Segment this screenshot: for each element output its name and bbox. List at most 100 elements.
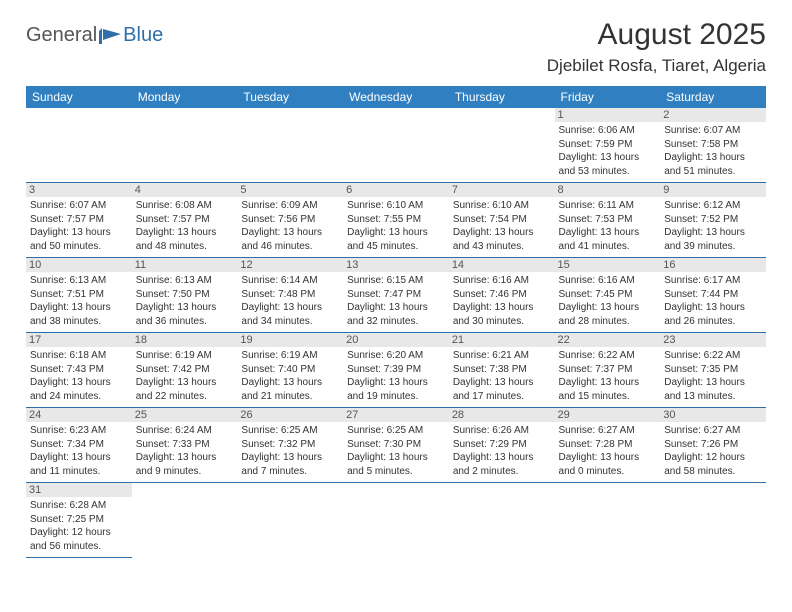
- day-number: 18: [132, 333, 238, 347]
- calendar-day-cell: [660, 483, 766, 558]
- sunrise-text: Sunrise: 6:07 AM: [664, 124, 762, 138]
- day-number: 13: [343, 258, 449, 272]
- day-number: 25: [132, 408, 238, 422]
- sunset-text: Sunset: 7:48 PM: [241, 288, 339, 302]
- sunset-text: Sunset: 7:52 PM: [664, 213, 762, 227]
- daylight-text: Daylight: 13 hours and 24 minutes.: [30, 376, 128, 403]
- sunrise-text: Sunrise: 6:27 AM: [559, 424, 657, 438]
- sunset-text: Sunset: 7:57 PM: [30, 213, 128, 227]
- calendar-day-cell: [132, 483, 238, 558]
- sunset-text: Sunset: 7:50 PM: [136, 288, 234, 302]
- calendar-day-cell: [449, 108, 555, 183]
- sunrise-text: Sunrise: 6:10 AM: [347, 199, 445, 213]
- calendar-body: 1Sunrise: 6:06 AMSunset: 7:59 PMDaylight…: [26, 108, 766, 558]
- sunset-text: Sunset: 7:55 PM: [347, 213, 445, 227]
- daylight-text: Daylight: 13 hours and 13 minutes.: [664, 376, 762, 403]
- calendar-day-cell: 22 Sunrise: 6:22 AMSunset: 7:37 PMDayligh…: [555, 333, 661, 408]
- sunset-text: Sunset: 7:46 PM: [453, 288, 551, 302]
- calendar-day-cell: [26, 108, 132, 183]
- logo-flag-icon: [99, 28, 121, 44]
- day-details: Sunrise: 6:15 AMSunset: 7:47 PMDaylight:…: [347, 274, 445, 328]
- sunset-text: Sunset: 7:56 PM: [241, 213, 339, 227]
- sunset-text: Sunset: 7:33 PM: [136, 438, 234, 452]
- sunrise-text: Sunrise: 6:25 AM: [241, 424, 339, 438]
- sunset-text: Sunset: 7:40 PM: [241, 363, 339, 377]
- sunset-text: Sunset: 7:47 PM: [347, 288, 445, 302]
- day-number: 16: [660, 258, 766, 272]
- calendar-day-cell: 31 Sunrise: 6:28 AMSunset: 7:25 PMDayligh…: [26, 483, 132, 558]
- location: Djebilet Rosfa, Tiaret, Algeria: [547, 56, 766, 76]
- day-details: Sunrise: 6:25 AMSunset: 7:30 PMDaylight:…: [347, 424, 445, 478]
- sunrise-text: Sunrise: 6:25 AM: [347, 424, 445, 438]
- weekday-header: Monday: [132, 86, 238, 108]
- daylight-text: Daylight: 13 hours and 38 minutes.: [30, 301, 128, 328]
- sunrise-text: Sunrise: 6:09 AM: [241, 199, 339, 213]
- calendar-day-cell: 17Sunrise: 6:18 AMSunset: 7:43 PMDayligh…: [26, 333, 132, 408]
- daylight-text: Daylight: 13 hours and 19 minutes.: [347, 376, 445, 403]
- day-number: 3: [26, 183, 132, 197]
- calendar-day-cell: 26Sunrise: 6:25 AMSunset: 7:32 PMDayligh…: [237, 408, 343, 483]
- calendar-day-cell: 13 Sunrise: 6:15 AMSunset: 7:47 PMDayligh…: [343, 258, 449, 333]
- calendar-day-cell: [237, 108, 343, 183]
- calendar-week-row: 17Sunrise: 6:18 AMSunset: 7:43 PMDayligh…: [26, 333, 766, 408]
- day-details: Sunrise: 6:27 AMSunset: 7:26 PMDaylight:…: [664, 424, 762, 478]
- day-number: 5: [237, 183, 343, 197]
- day-details: Sunrise: 6:22 AMSunset: 7:37 PMDaylight:…: [559, 349, 657, 403]
- day-details: Sunrise: 6:07 AMSunset: 7:57 PMDaylight:…: [30, 199, 128, 253]
- day-details: Sunrise: 6:10 AMSunset: 7:54 PMDaylight:…: [453, 199, 551, 253]
- day-details: Sunrise: 6:18 AMSunset: 7:43 PMDaylight:…: [30, 349, 128, 403]
- weekday-header: Sunday: [26, 86, 132, 108]
- daylight-text: Daylight: 13 hours and 26 minutes.: [664, 301, 762, 328]
- sunset-text: Sunset: 7:29 PM: [453, 438, 551, 452]
- calendar-day-cell: 10Sunrise: 6:13 AMSunset: 7:51 PMDayligh…: [26, 258, 132, 333]
- calendar-week-row: 10Sunrise: 6:13 AMSunset: 7:51 PMDayligh…: [26, 258, 766, 333]
- calendar-day-cell: [343, 108, 449, 183]
- header: General Blue August 2025 Djebilet Rosfa,…: [26, 18, 766, 76]
- sunset-text: Sunset: 7:39 PM: [347, 363, 445, 377]
- sunrise-text: Sunrise: 6:19 AM: [136, 349, 234, 363]
- calendar-day-cell: 19Sunrise: 6:19 AMSunset: 7:40 PMDayligh…: [237, 333, 343, 408]
- calendar-day-cell: 5 Sunrise: 6:09 AMSunset: 7:56 PMDaylight…: [237, 183, 343, 258]
- day-details: Sunrise: 6:26 AMSunset: 7:29 PMDaylight:…: [453, 424, 551, 478]
- calendar-day-cell: 12Sunrise: 6:14 AMSunset: 7:48 PMDayligh…: [237, 258, 343, 333]
- day-number: 19: [237, 333, 343, 347]
- day-number: 31: [26, 483, 132, 497]
- day-number: 24: [26, 408, 132, 422]
- calendar-day-cell: 7Sunrise: 6:10 AMSunset: 7:54 PMDaylight…: [449, 183, 555, 258]
- sunrise-text: Sunrise: 6:06 AM: [559, 124, 657, 138]
- calendar-table: Sunday Monday Tuesday Wednesday Thursday…: [26, 86, 766, 558]
- calendar-day-cell: 1Sunrise: 6:06 AMSunset: 7:59 PMDaylight…: [555, 108, 661, 183]
- sunset-text: Sunset: 7:25 PM: [30, 513, 128, 527]
- day-details: Sunrise: 6:28 AMSunset: 7:25 PMDaylight:…: [30, 499, 128, 553]
- day-details: Sunrise: 6:10 AMSunset: 7:55 PMDaylight:…: [347, 199, 445, 253]
- calendar-day-cell: [343, 483, 449, 558]
- daylight-text: Daylight: 12 hours and 56 minutes.: [30, 526, 128, 553]
- day-number: 4: [132, 183, 238, 197]
- calendar-week-row: 31 Sunrise: 6:28 AMSunset: 7:25 PMDayligh…: [26, 483, 766, 558]
- day-number: 9: [660, 183, 766, 197]
- sunrise-text: Sunrise: 6:10 AM: [453, 199, 551, 213]
- sunrise-text: Sunrise: 6:21 AM: [453, 349, 551, 363]
- day-number: 22: [555, 333, 661, 347]
- calendar-day-cell: [237, 483, 343, 558]
- sunset-text: Sunset: 7:37 PM: [559, 363, 657, 377]
- calendar-day-cell: 21Sunrise: 6:21 AMSunset: 7:38 PMDayligh…: [449, 333, 555, 408]
- calendar-day-cell: 28Sunrise: 6:26 AMSunset: 7:29 PMDayligh…: [449, 408, 555, 483]
- day-number: 12: [237, 258, 343, 272]
- daylight-text: Daylight: 13 hours and 46 minutes.: [241, 226, 339, 253]
- calendar-day-cell: 9Sunrise: 6:12 AMSunset: 7:52 PMDaylight…: [660, 183, 766, 258]
- weekday-header: Wednesday: [343, 86, 449, 108]
- day-number: 10: [26, 258, 132, 272]
- sunset-text: Sunset: 7:45 PM: [559, 288, 657, 302]
- month-title: August 2025: [547, 18, 766, 52]
- day-number: 15: [555, 258, 661, 272]
- day-details: Sunrise: 6:20 AMSunset: 7:39 PMDaylight:…: [347, 349, 445, 403]
- day-number: 30: [660, 408, 766, 422]
- sunset-text: Sunset: 7:34 PM: [30, 438, 128, 452]
- day-number: 27: [343, 408, 449, 422]
- sunset-text: Sunset: 7:38 PM: [453, 363, 551, 377]
- day-number: 11: [132, 258, 238, 272]
- calendar-day-cell: 11Sunrise: 6:13 AMSunset: 7:50 PMDayligh…: [132, 258, 238, 333]
- calendar-day-cell: 25Sunrise: 6:24 AMSunset: 7:33 PMDayligh…: [132, 408, 238, 483]
- daylight-text: Daylight: 13 hours and 32 minutes.: [347, 301, 445, 328]
